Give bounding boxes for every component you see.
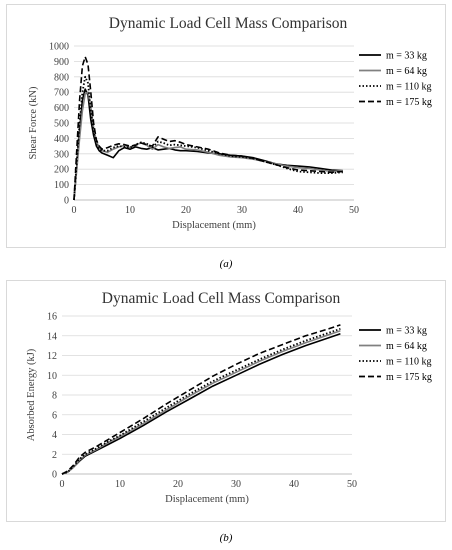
x-tick-label: 0 <box>60 479 65 490</box>
x-tick-label: 30 <box>231 479 241 490</box>
y-tick-label: 200 <box>54 165 69 176</box>
y-tick-label: 14 <box>47 331 57 342</box>
y-tick-label: 10 <box>47 371 57 382</box>
absorbed-energy-chart: Dynamic Load Cell Mass Comparison 0 2 4 6 8 10… <box>26 290 432 505</box>
legend-label: m = 64 kg <box>386 66 427 77</box>
legend-label: m = 175 kg <box>386 372 432 383</box>
y-tick-label: 800 <box>54 72 69 83</box>
x-tick-label: 40 <box>293 205 303 216</box>
y-tick-label: 600 <box>54 103 69 114</box>
y-axis-label: Shear Force (kN) <box>28 86 39 159</box>
y-tick-label: 12 <box>47 351 57 362</box>
caption-a: (a) <box>219 258 233 270</box>
legend-label: m = 33 kg <box>386 326 427 337</box>
shear-force-chart: Dynamic Load Cell Mass Comparison0100200… <box>28 15 432 231</box>
y-tick-label: 4 <box>52 430 57 441</box>
y-tick-label: 1000 <box>49 42 69 53</box>
legend-label: m = 64 kg <box>386 341 427 352</box>
y-tick-label: 900 <box>54 57 69 68</box>
legend-label: m = 110 kg <box>386 357 432 368</box>
caption-b: (b) <box>219 532 233 544</box>
series-line <box>73 91 343 201</box>
x-tick-label: 30 <box>237 205 247 216</box>
x-tick-label: 50 <box>349 205 359 216</box>
series-line <box>61 330 341 475</box>
x-tick-label: 0 <box>72 205 77 216</box>
y-tick-label: 300 <box>54 149 69 160</box>
x-tick-label: 40 <box>289 479 299 490</box>
x-tick-label: 50 <box>347 479 357 490</box>
series-line <box>61 324 341 475</box>
series-line <box>61 333 341 475</box>
y-axis-label: Absorbed Energy (kJ) <box>26 348 37 441</box>
series-line <box>73 55 343 201</box>
x-tick-label: 20 <box>181 205 191 216</box>
y-tick-label: 700 <box>54 88 69 99</box>
chart-panel-absorbed-energy: Dynamic Load Cell Mass Comparison 0 2 4 6 8 10… <box>6 280 446 522</box>
y-tick-label: 2 <box>52 450 57 461</box>
y-tick-label: 8 <box>52 391 57 402</box>
y-tick-label: 500 <box>54 119 69 130</box>
legend-label: m = 110 kg <box>386 82 432 93</box>
x-axis-label: Displacement (mm) <box>172 220 256 231</box>
y-tick-label: 100 <box>54 180 69 191</box>
y-tick-label: 0 <box>64 196 69 207</box>
series-line <box>61 327 341 475</box>
x-tick-label: 10 <box>115 479 125 490</box>
legend-label: m = 33 kg <box>386 51 427 62</box>
chart-title: Dynamic Load Cell Mass Comparison <box>102 290 341 307</box>
y-tick-label: 16 <box>47 312 57 323</box>
chart-title: Dynamic Load Cell Mass Comparison <box>109 15 348 32</box>
y-tick-label: 400 <box>54 134 69 145</box>
y-tick-label: 0 <box>52 470 57 481</box>
y-tick-label: 6 <box>52 410 57 421</box>
legend-label: m = 175 kg <box>386 97 432 108</box>
x-tick-label: 20 <box>173 479 183 490</box>
x-tick-label: 10 <box>125 205 135 216</box>
x-axis-label: Displacement (mm) <box>165 494 249 505</box>
chart-panel-shear-force: Dynamic Load Cell Mass Comparison 0 100 200… <box>6 4 446 248</box>
